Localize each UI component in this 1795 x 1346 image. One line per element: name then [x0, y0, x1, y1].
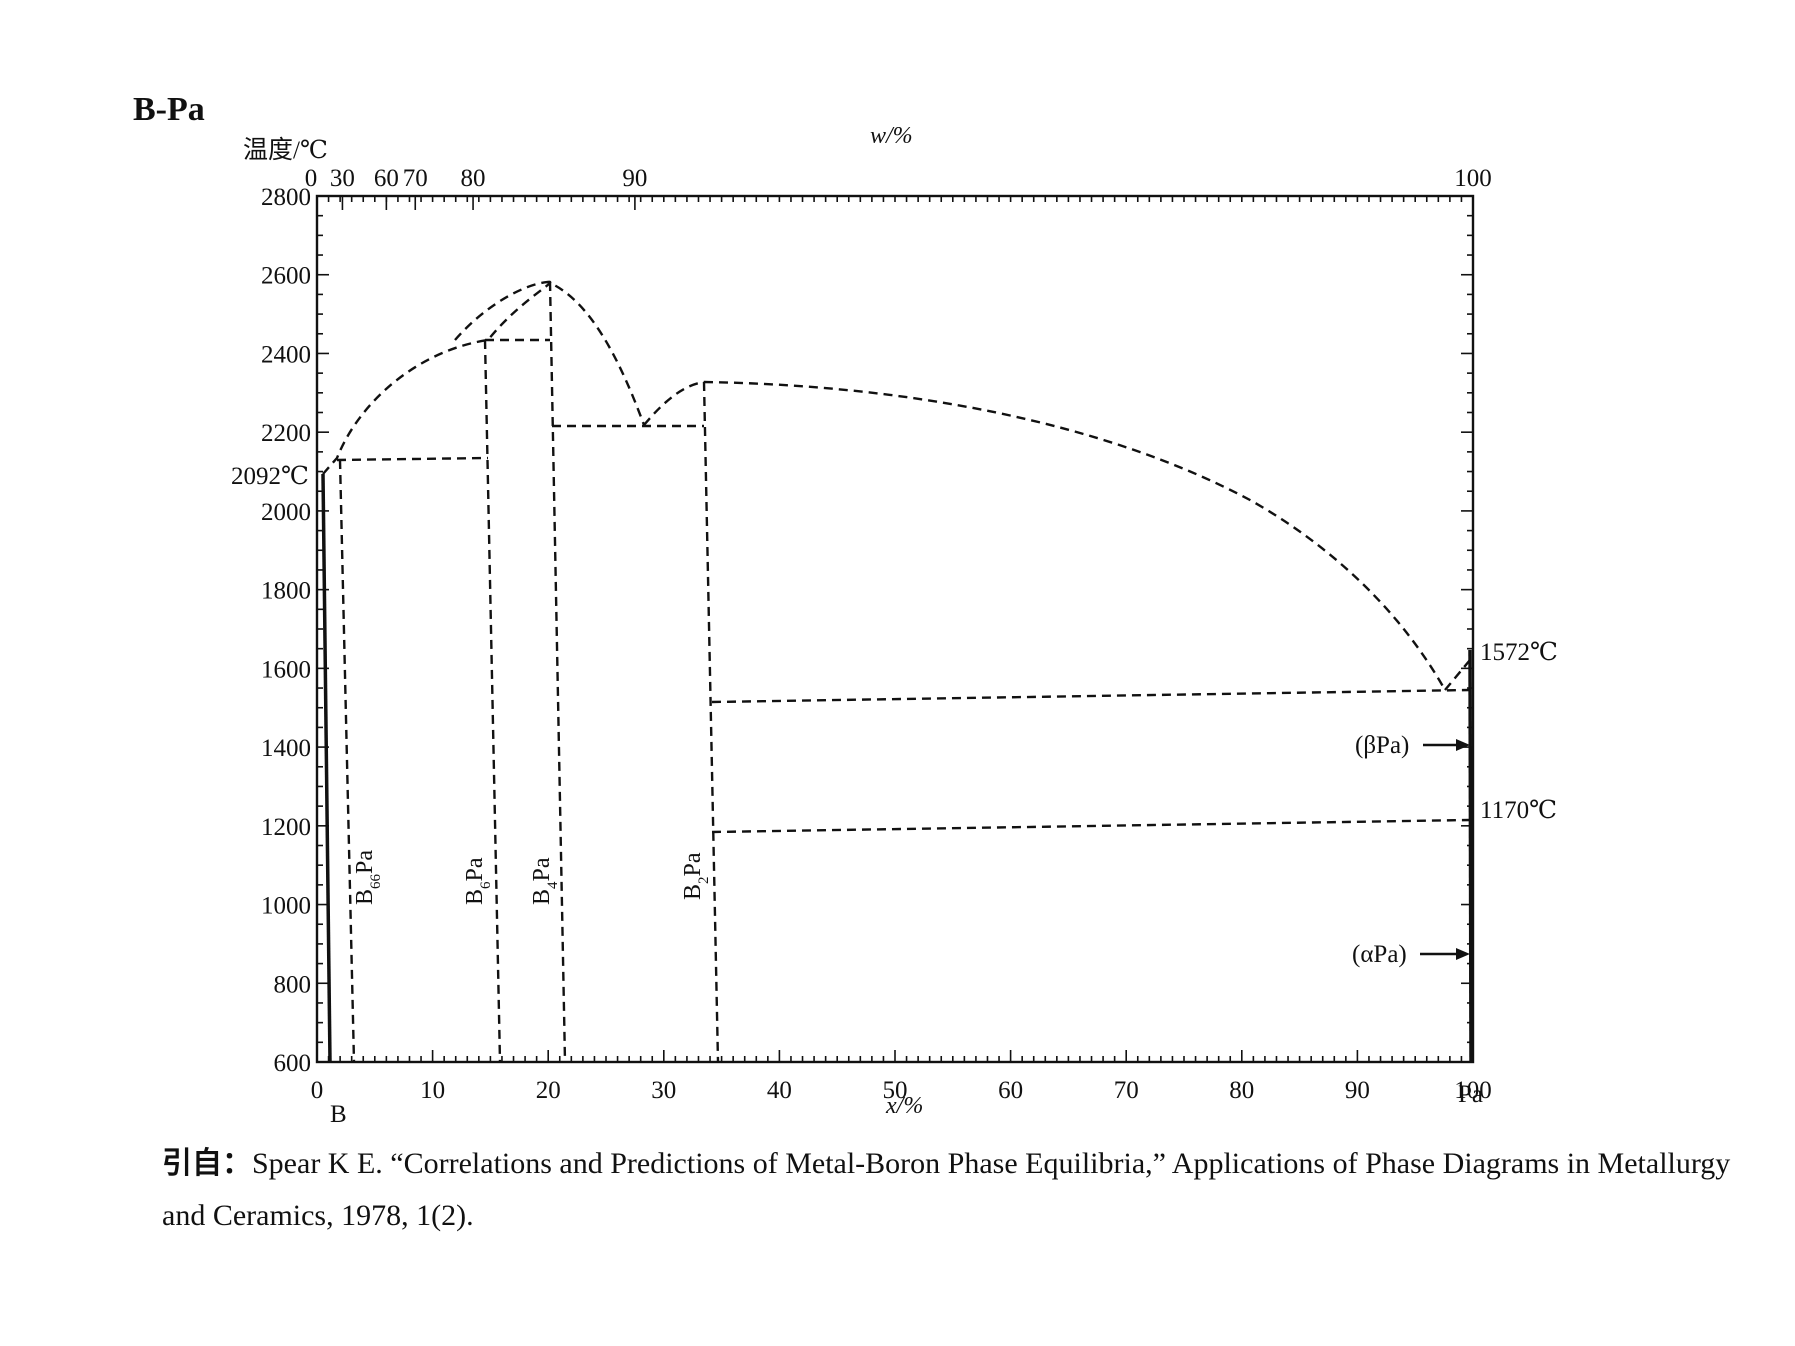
top-tick-label: 70: [403, 165, 428, 192]
y-tick-label: 1000: [261, 893, 311, 920]
pa-melting-label: 1572℃: [1480, 639, 1558, 666]
phase-label-b66pa: B66Pa: [352, 850, 384, 905]
svg-text:B66Pa: B66Pa: [352, 850, 384, 905]
beta-pa-label: (βPa): [1355, 732, 1409, 759]
y-tick-label: 1200: [261, 814, 311, 841]
b66pa-line: [338, 459, 356, 1063]
tick-marks: 6008001000120014001600180020002200240026…: [261, 165, 1492, 1104]
x-tick-label: 70: [1114, 1077, 1139, 1104]
y-tick-label: 1600: [261, 656, 311, 683]
x-tick-label: 0: [311, 1077, 324, 1104]
svg-text:B2Pa: B2Pa: [680, 852, 712, 900]
x-tick-label: 30: [651, 1077, 676, 1104]
top-tick-label: 90: [622, 165, 647, 192]
y-tick-label: 2200: [261, 420, 311, 447]
y-tick-label: 800: [274, 971, 312, 998]
b6pa-line: [483, 339, 502, 1063]
right-element-label: Pa: [1458, 1081, 1483, 1108]
liquidus-right: [703, 380, 1447, 691]
citation-text: Spear K E. “Correlations and Predictions…: [162, 1147, 1731, 1232]
b4pa-line: [548, 281, 567, 1063]
x-tick-label: 60: [998, 1077, 1023, 1104]
y-tick-label: 2800: [261, 184, 311, 211]
svg-text:B4Pa: B4Pa: [529, 857, 561, 905]
top-axis-label: w/%: [870, 123, 913, 149]
bottom-axis-label: x/%: [885, 1093, 923, 1119]
x-tick-label: 10: [420, 1077, 445, 1104]
alpha-pa-label: (αPa): [1352, 941, 1407, 968]
phase-label-b6pa: B6Pa: [462, 857, 494, 905]
x-tick-label: 100: [1454, 1077, 1492, 1104]
liquidus-left: [322, 280, 552, 475]
y-tick-label: 2400: [261, 341, 311, 368]
line-1170-transition: [711, 818, 1471, 834]
pa-line: [1468, 649, 1473, 1063]
line-1572-eutectic: [711, 688, 1471, 704]
top-tick-label: 80: [461, 165, 486, 192]
liquidus-b4pa-peak: [454, 280, 646, 426]
y-tick-label: 600: [274, 1050, 312, 1077]
top-tick-label: 0: [305, 165, 318, 192]
x-tick-label: 20: [536, 1077, 561, 1104]
liquidus-b2pa-rise: [643, 380, 705, 426]
alpha-pa-arrowhead: [1456, 948, 1470, 960]
phase-label-b4pa: B4Pa: [529, 857, 561, 905]
y-axis-label: 温度/℃: [243, 136, 328, 164]
liquidus-pa-end: [1444, 659, 1471, 691]
x-tick-label: 50: [883, 1077, 908, 1104]
y-tick-label: 2000: [261, 499, 311, 526]
top-tick-label: 60: [374, 165, 399, 192]
x-tick-label: 40: [767, 1077, 792, 1104]
b-melting-label: 2092℃: [231, 463, 309, 490]
citation-prefix: 引自：: [162, 1147, 252, 1180]
x-tick-label: 80: [1229, 1077, 1254, 1104]
diagram-title: B-Pa: [133, 91, 205, 128]
top-tick-label: 100: [1454, 165, 1492, 192]
citation: 引自：Spear K E. “Correlations and Predicti…: [162, 1138, 1762, 1242]
boron-line: [321, 473, 332, 1063]
beta-pa-arrowhead: [1456, 739, 1470, 751]
svg-text:B6Pa: B6Pa: [462, 857, 494, 905]
b2pa-line: [702, 381, 720, 1063]
line-b66pa-peritectic: [336, 456, 489, 462]
y-tick-label: 1400: [261, 735, 311, 762]
phase-label-b2pa: B2Pa: [680, 852, 712, 900]
pa-transition-label: 1170℃: [1480, 797, 1557, 824]
y-tick-label: 1800: [261, 578, 311, 605]
top-tick-label: 30: [330, 165, 355, 192]
y-tick-label: 2600: [261, 263, 311, 290]
left-element-label: B: [330, 1101, 347, 1128]
x-tick-label: 90: [1345, 1077, 1370, 1104]
